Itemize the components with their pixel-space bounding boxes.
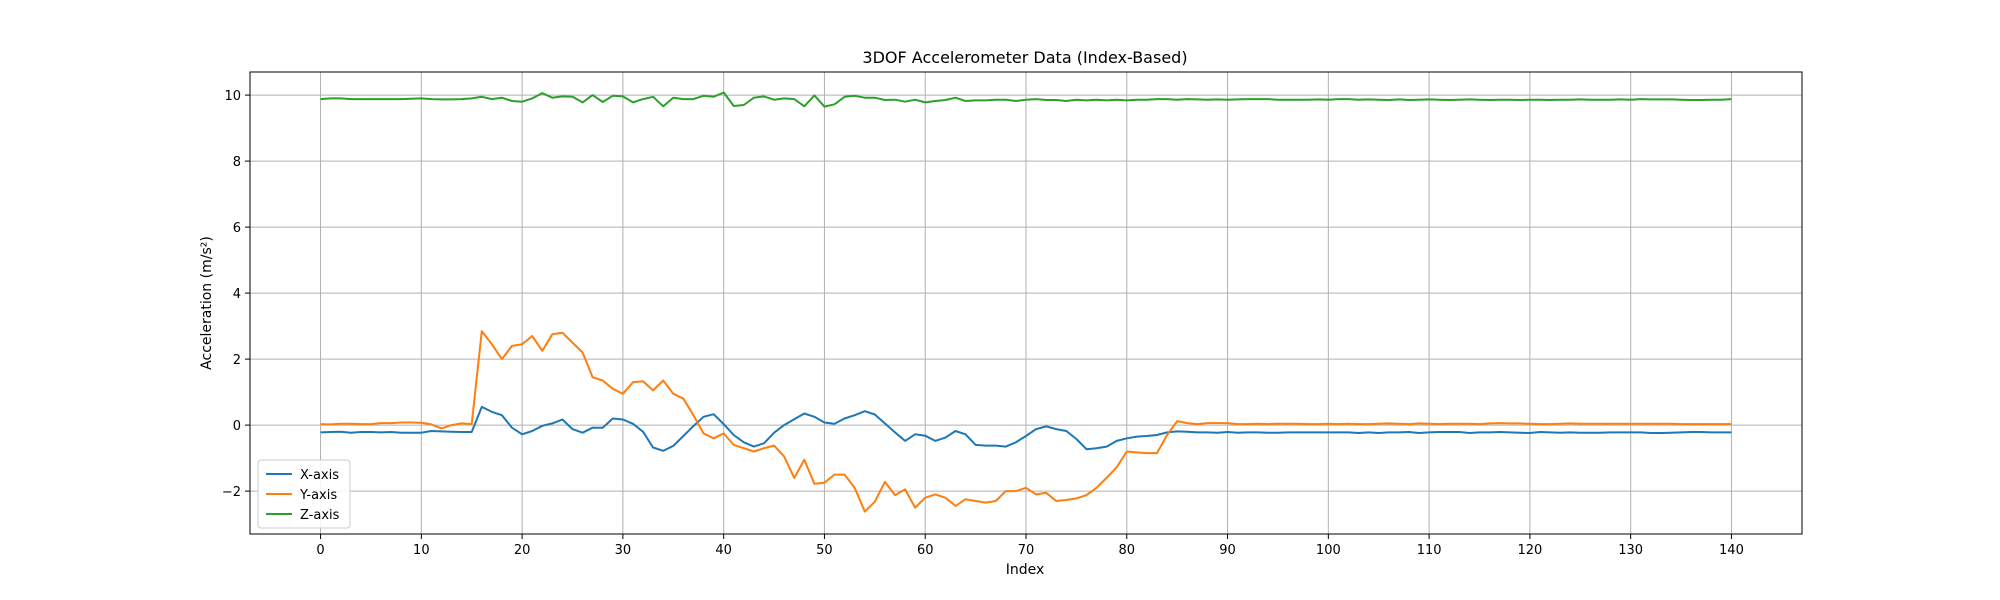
- x-tick-label: 110: [1417, 543, 1442, 558]
- series-line-z-axis: [320, 91, 1732, 108]
- y-tick-label: −2: [222, 485, 241, 500]
- x-tick-label: 120: [1517, 543, 1542, 558]
- axis-ticks: 0 10 20 30 40 50 60 70 80 90 100 110 120 130 140 −2 0 2 4 6…: [222, 89, 1744, 558]
- x-tick-label: 50: [816, 543, 833, 558]
- y-tick-label: 4: [233, 287, 241, 302]
- x-tick-label: 40: [715, 543, 732, 558]
- legend-box: [257, 459, 351, 529]
- x-tick-label: 90: [1219, 543, 1236, 558]
- x-tick-label: 60: [917, 543, 934, 558]
- legend: X-axis Y-axis Z-axis: [257, 459, 351, 529]
- x-tick-label: 0: [316, 543, 324, 558]
- y-axis-label: Acceleration (m/s²): [199, 236, 215, 370]
- y-tick-label: 0: [233, 419, 241, 434]
- x-tick-label: 130: [1618, 543, 1643, 558]
- series-line-y-axis: [320, 330, 1732, 513]
- legend-label: Z-axis: [300, 508, 340, 523]
- y-tick-label: 10: [224, 89, 241, 104]
- x-tick-label: 100: [1316, 543, 1341, 558]
- x-tick-label: 10: [413, 543, 430, 558]
- x-axis-label: Index: [1006, 562, 1045, 578]
- legend-label: Y-axis: [299, 488, 337, 503]
- x-tick-label: 30: [615, 543, 632, 558]
- y-tick-label: 2: [233, 353, 241, 368]
- series-line-x-axis: [320, 405, 1732, 452]
- x-tick-label: 140: [1719, 543, 1744, 558]
- grid-lines: [250, 72, 1802, 534]
- x-tick-label: 80: [1119, 543, 1136, 558]
- legend-label: X-axis: [300, 468, 339, 483]
- chart-title: 3DOF Accelerometer Data (Index-Based): [862, 48, 1187, 67]
- y-tick-label: 8: [233, 155, 241, 170]
- y-tick-label: 6: [233, 221, 241, 236]
- x-tick-label: 20: [514, 543, 531, 558]
- x-tick-label: 70: [1018, 543, 1035, 558]
- series-lines: [320, 91, 1732, 513]
